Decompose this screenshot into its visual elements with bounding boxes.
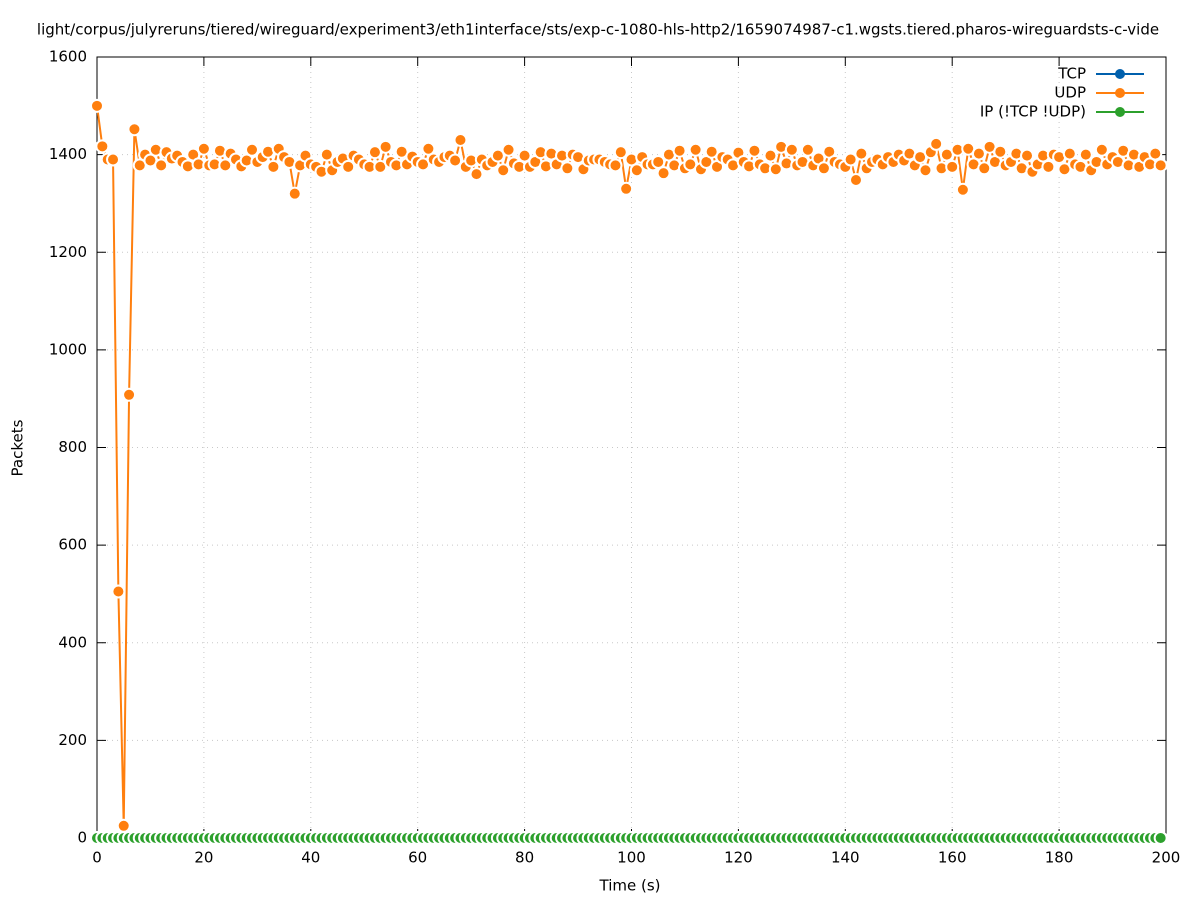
data-point <box>929 136 944 151</box>
legend-marker <box>1115 88 1125 98</box>
data-point <box>1153 831 1168 845</box>
y-tick-label: 0 <box>77 829 87 847</box>
data-point <box>517 148 532 163</box>
data-point <box>977 161 992 176</box>
legend-marker <box>1115 107 1125 117</box>
data-point <box>955 182 970 197</box>
legend-label: IP (!TCP !UDP) <box>980 103 1086 121</box>
x-tick-label: 40 <box>301 849 320 867</box>
data-point <box>218 158 233 173</box>
data-point <box>1078 147 1093 162</box>
data-point <box>341 159 356 174</box>
data-point <box>629 163 644 178</box>
data-point <box>154 158 169 173</box>
data-point <box>319 147 334 162</box>
data-point <box>106 152 121 167</box>
x-tick-label: 0 <box>92 849 102 867</box>
data-point <box>490 148 505 163</box>
data-point <box>843 152 858 167</box>
data-point <box>704 144 719 159</box>
data-point <box>613 145 628 160</box>
y-tick-label: 600 <box>58 536 87 554</box>
y-tick-label: 200 <box>58 731 87 749</box>
data-point <box>111 584 126 599</box>
data-point <box>287 186 302 201</box>
data-point <box>496 163 511 178</box>
x-tick-label: 180 <box>1045 849 1074 867</box>
data-point <box>95 139 110 154</box>
data-point <box>1062 146 1077 161</box>
data-point <box>367 145 382 160</box>
y-tick-label: 400 <box>58 633 87 651</box>
data-point <box>469 167 484 182</box>
data-point <box>971 146 986 161</box>
data-point <box>1153 158 1168 173</box>
data-point <box>448 153 463 168</box>
chart-title: light/corpus/julyreruns/tiered/wireguard… <box>37 21 1159 39</box>
x-tick-label: 80 <box>515 849 534 867</box>
data-point <box>848 173 863 188</box>
legend-marker <box>1115 69 1125 79</box>
x-tick-label: 140 <box>831 849 860 867</box>
y-tick-label: 1400 <box>49 145 87 163</box>
series-line <box>96 105 1162 826</box>
x-tick-label: 200 <box>1152 849 1181 867</box>
data-point <box>453 132 468 147</box>
data-point <box>266 159 281 174</box>
data-point <box>560 161 575 176</box>
data-point <box>127 122 142 137</box>
y-axis-label: Packets <box>9 419 27 476</box>
data-point <box>854 146 869 161</box>
data-point <box>1020 148 1035 163</box>
y-tick-label: 800 <box>58 438 87 456</box>
data-point <box>501 142 516 157</box>
data-point <box>116 818 131 833</box>
data-point <box>421 141 436 156</box>
data-point <box>763 148 778 163</box>
legend-label: TCP <box>1057 65 1086 83</box>
data-point <box>993 144 1008 159</box>
y-tick-label: 1600 <box>49 48 87 66</box>
data-point <box>747 143 762 158</box>
data-point <box>918 163 933 178</box>
data-point <box>800 142 815 157</box>
data-point <box>1148 146 1163 161</box>
y-tick-label: 1200 <box>49 243 87 261</box>
data-point <box>1094 142 1109 157</box>
data-point <box>378 139 393 154</box>
x-axis-label: Time (s) <box>599 877 661 895</box>
x-tick-label: 120 <box>724 849 753 867</box>
data-point <box>816 161 831 176</box>
data-point <box>196 141 211 156</box>
x-tick-label: 60 <box>408 849 427 867</box>
data-point <box>672 143 687 158</box>
y-tick-label: 1000 <box>49 340 87 358</box>
data-point <box>1041 159 1056 174</box>
x-tick-label: 160 <box>938 849 967 867</box>
x-tick-label: 100 <box>617 849 646 867</box>
legend-label: UDP <box>1054 84 1086 102</box>
data-point <box>245 142 260 157</box>
x-tick-label: 20 <box>194 849 213 867</box>
data-point <box>651 154 666 169</box>
data-point <box>768 162 783 177</box>
data-point <box>619 181 634 196</box>
data-point <box>90 98 104 113</box>
data-point <box>122 387 137 402</box>
data-point <box>656 166 671 181</box>
data-point <box>608 158 623 173</box>
data-point <box>945 159 960 174</box>
data-point <box>784 142 799 157</box>
data-point <box>688 142 703 157</box>
